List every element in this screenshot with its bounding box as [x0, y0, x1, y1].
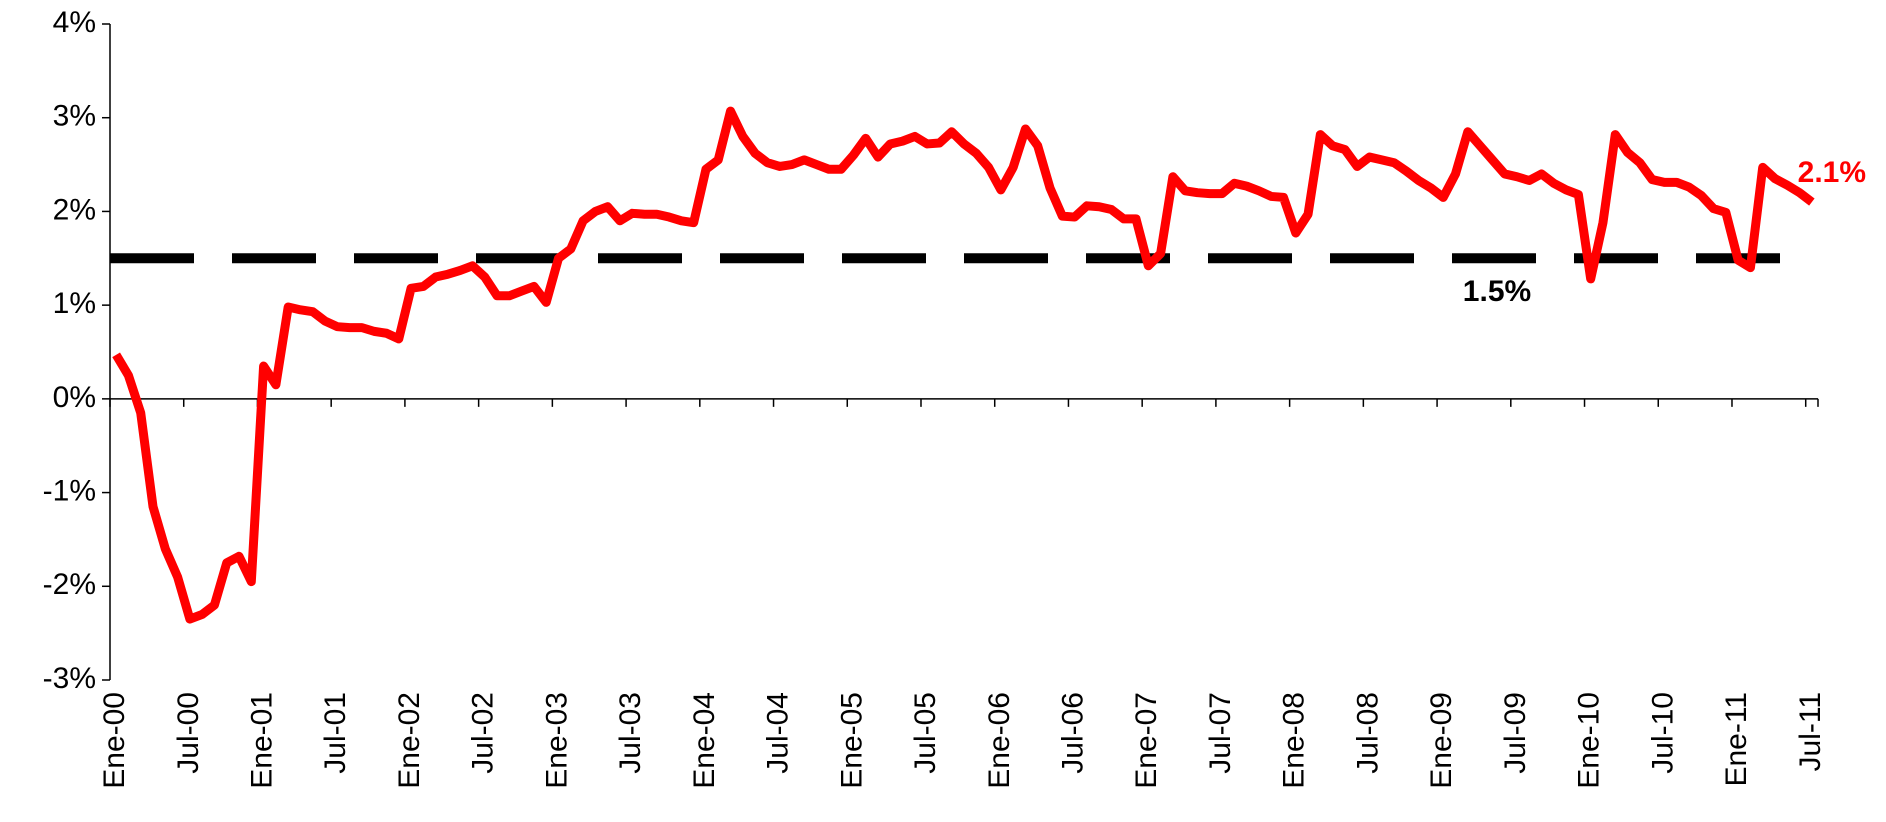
x-tick-label: Ene-06	[983, 692, 1016, 789]
x-tick-label: Ene-05	[835, 692, 868, 789]
x-tick-label: Ene-00	[98, 692, 131, 789]
x-tick-label: Ene-08	[1278, 692, 1311, 789]
data-line	[112, 106, 1815, 624]
x-tick-label: Ene-11	[1720, 692, 1753, 787]
x-tick-label: Ene-03	[540, 692, 573, 789]
x-tick-label: Jul-08	[1351, 692, 1384, 774]
data-label: 2.1%	[1798, 156, 1866, 189]
x-tick-label: Ene-10	[1573, 692, 1606, 789]
x-tick-label: Jul-09	[1499, 692, 1532, 774]
y-tick-label: 0%	[53, 381, 96, 414]
y-tick-label: -1%	[43, 474, 96, 507]
y-tick-label: 4%	[53, 6, 96, 39]
y-tick-label: 3%	[53, 100, 96, 133]
x-tick-label: Jul-01	[319, 692, 352, 774]
x-tick-label: Jul-07	[1204, 692, 1237, 774]
y-tick-label: 1%	[53, 287, 96, 320]
x-tick-label: Jul-03	[614, 692, 647, 774]
y-tick-label: -3%	[43, 662, 96, 695]
y-tick-label: -2%	[43, 568, 96, 601]
x-tick-label: Ene-01	[246, 692, 279, 789]
x-tick-label: Jul-11	[1794, 692, 1827, 771]
x-tick-label: Jul-00	[172, 692, 205, 774]
x-tick-label: Jul-02	[467, 692, 500, 774]
x-tick-label: Ene-02	[393, 692, 426, 789]
x-tick-label: Jul-10	[1646, 692, 1679, 774]
x-tick-label: Jul-06	[1057, 692, 1090, 774]
x-tick-label: Jul-05	[909, 692, 942, 774]
reference-label: 1.5%	[1463, 275, 1531, 308]
y-tick-label: 2%	[53, 193, 96, 226]
x-tick-label: Ene-09	[1425, 692, 1458, 789]
x-tick-label: Jul-04	[762, 692, 795, 774]
x-tick-label: Ene-07	[1130, 692, 1163, 789]
x-tick-label: Ene-04	[688, 692, 721, 789]
